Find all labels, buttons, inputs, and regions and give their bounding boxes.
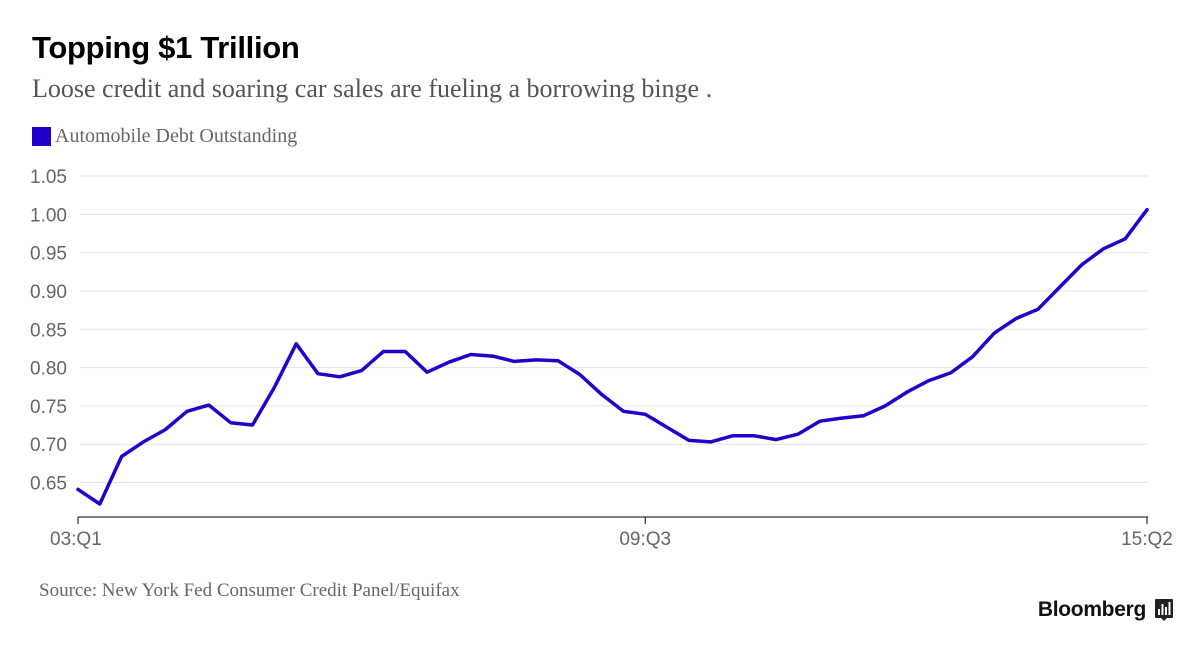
brand-wordmark: Bloomberg: [1037, 598, 1146, 621]
legend-label: Automobile Debt Outstanding: [55, 124, 298, 147]
y-tick-label: 0.70: [30, 435, 67, 456]
y-tick-label: 0.65: [30, 474, 67, 495]
line-chart: 0.65 0.70 0.75 0.80 0.85 0.90 0.95 1.00 1.05 03:…: [30, 167, 1173, 550]
x-tick-label: 15:Q2: [1121, 529, 1173, 550]
y-tick-label: 0.85: [30, 320, 67, 341]
y-gridlines: [80, 175, 1148, 484]
x-ticks: 03:Q1 09:Q3 15:Q2: [50, 517, 1173, 550]
x-tick-label: 09:Q3: [619, 529, 671, 550]
chart-title: Topping $1 Trillion: [32, 30, 300, 65]
legend-swatch: [32, 126, 51, 146]
y-tick-label: 0.75: [30, 397, 67, 418]
brand-logo: Bloomberg: [1038, 598, 1174, 622]
chart-subtitle: Loose credit and soaring car sales are f…: [32, 74, 713, 103]
series-line-automobile-debt: [76, 207, 1149, 506]
x-tick-label: 03:Q1: [50, 529, 102, 550]
y-tick-label: 1.05: [30, 167, 67, 188]
bloomberg-chart-icon: [1155, 599, 1173, 621]
source-note: Source: New York Fed Consumer Credit Pan…: [39, 580, 460, 601]
y-tick-label: 1.00: [30, 205, 67, 226]
y-tick-labels: 0.65 0.70 0.75 0.80 0.85 0.90 0.95 1.00 1.05: [30, 167, 67, 495]
y-tick-label: 0.80: [30, 359, 67, 380]
legend: Automobile Debt Outstanding: [32, 124, 297, 148]
y-tick-label: 0.90: [30, 282, 67, 303]
y-tick-label: 0.95: [30, 244, 67, 265]
